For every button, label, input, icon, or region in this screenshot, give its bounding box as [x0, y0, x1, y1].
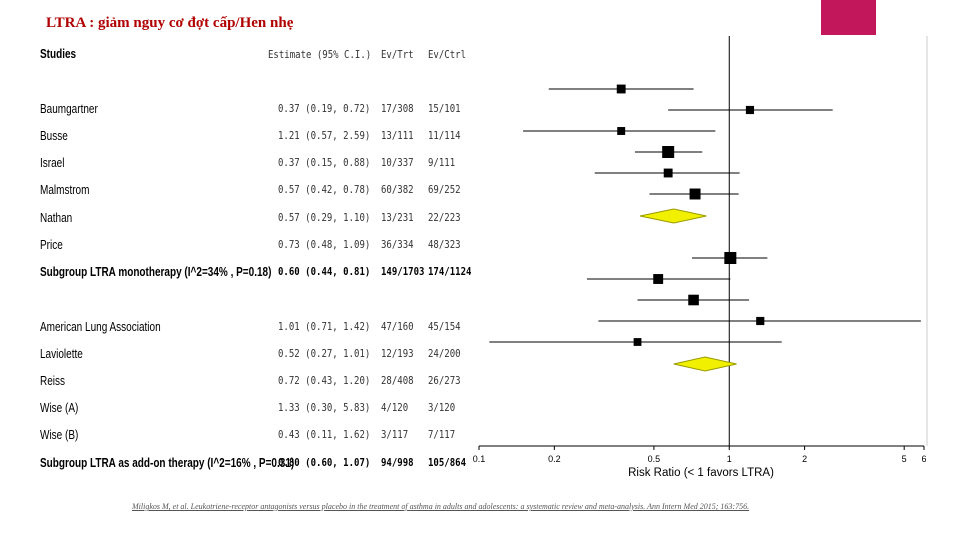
- table-cell-estimate: 0.37 (0.15, 0.88): [278, 156, 371, 169]
- table-cell-ev-ctrl: 105/864: [428, 456, 467, 469]
- table-cell-study: Israel: [40, 156, 65, 170]
- slide-title: LTRA : giảm nguy cơ đợt cấp/Hen nhẹ: [46, 15, 294, 31]
- point-estimate: [756, 316, 765, 326]
- x-axis-label: Risk Ratio (< 1 favors LTRA): [628, 467, 774, 479]
- table-cell-study: Wise (A): [40, 401, 79, 415]
- table-cell-estimate: 0.43 (0.11, 1.62): [278, 428, 371, 441]
- x-tick-label: 1: [727, 454, 732, 464]
- point-estimate: [617, 127, 626, 135]
- table-cell-study: Price: [40, 238, 63, 252]
- x-tick-label: 0.5: [648, 454, 661, 464]
- table-cell-ev-ctrl: 48/323: [428, 238, 461, 251]
- forest-table: Studies Estimate (95% C.I.) Ev/Trt Ev/Ct…: [0, 0, 472, 480]
- table-cell-ev-ctrl: 69/252: [428, 183, 461, 196]
- table-cell-ev-ctrl: 45/154: [428, 320, 461, 333]
- accent-block: [821, 0, 876, 35]
- point-estimate: [663, 168, 673, 178]
- table-cell-ev-ctrl: 3/120: [428, 401, 456, 414]
- table-cell-study: Busse: [40, 129, 68, 143]
- table-cell-study: Wise (B): [40, 428, 79, 442]
- table-cell-ev-ctrl: 24/200: [428, 347, 461, 360]
- table-cell-study: Nathan: [40, 211, 73, 225]
- table-cell-ev-ctrl: 22/223: [428, 211, 461, 224]
- subgroup-diamond: [673, 356, 737, 372]
- table-cell-estimate: 0.80 (0.60, 1.07): [278, 456, 371, 469]
- point-estimate: [689, 188, 701, 200]
- table-cell-ev-ctrl: 7/117: [428, 428, 456, 441]
- table-cell-estimate: 1.01 (0.71, 1.42): [278, 320, 371, 333]
- table-cell-ev-trt: 13/231: [381, 211, 414, 224]
- table-cell-ev-trt: 28/408: [381, 374, 414, 387]
- table-cell-ev-trt: 36/334: [381, 238, 414, 251]
- table-cell-study: Reiss: [40, 374, 66, 388]
- table-cell-estimate: 0.37 (0.19, 0.72): [278, 102, 371, 115]
- table-cell-ev-ctrl: 174/1124: [428, 265, 472, 278]
- table-cell-estimate: 1.21 (0.57, 2.59): [278, 129, 371, 142]
- table-cell-ev-ctrl: 15/101: [428, 102, 461, 115]
- table-cell-ev-trt: 149/1703: [381, 265, 425, 278]
- x-tick-label: 2: [802, 454, 807, 464]
- table-cell-study: Laviolette: [40, 347, 83, 361]
- table-cell-study: American Lung Association: [40, 320, 161, 334]
- table-cell-ev-trt: 47/160: [381, 320, 414, 333]
- table-cell-estimate: 0.60 (0.44, 0.81): [278, 265, 371, 278]
- table-cell-ev-trt: 4/120: [381, 401, 409, 414]
- table-cell-ev-ctrl: 9/111: [428, 156, 456, 169]
- point-estimate: [633, 338, 642, 346]
- table-cell-study: Malmstrom: [40, 183, 90, 197]
- table-cell-study: Subgroup LTRA as add-on therapy (I^2=16%…: [40, 456, 295, 470]
- header-studies: Studies: [40, 47, 77, 61]
- subgroup-diamond: [639, 208, 707, 224]
- x-tick-label: 5: [902, 454, 907, 464]
- table-cell-estimate: 1.33 (0.30, 5.83): [278, 401, 371, 414]
- table-cell-ev-trt: 10/337: [381, 156, 414, 169]
- table-cell-ev-trt: 3/117: [381, 428, 409, 441]
- header-ev-ctrl: Ev/Ctrl: [428, 48, 467, 61]
- x-tick-label: 0.2: [548, 454, 561, 464]
- table-cell-ev-trt: 17/308: [381, 102, 414, 115]
- point-estimate: [688, 294, 699, 306]
- table-cell-estimate: 0.57 (0.29, 1.10): [278, 211, 371, 224]
- point-estimate: [745, 105, 755, 115]
- table-cell-estimate: 0.52 (0.27, 1.01): [278, 347, 371, 360]
- table-cell-ev-ctrl: 11/114: [428, 129, 461, 142]
- table-cell-estimate: 0.57 (0.42, 0.78): [278, 183, 371, 196]
- header-ev-trt: Ev/Trt: [381, 48, 414, 61]
- table-cell-estimate: 0.73 (0.48, 1.09): [278, 238, 371, 251]
- x-tick-label: 6: [921, 454, 926, 464]
- point-estimate: [653, 274, 664, 284]
- table-cell-study: Subgroup LTRA monotherapy (I^2=34% , P=0…: [40, 265, 272, 279]
- header-estimate: Estimate (95% C.I.): [268, 48, 372, 61]
- point-estimate: [724, 252, 737, 264]
- point-estimate: [662, 146, 675, 158]
- x-tick-label: 0.1: [473, 454, 486, 464]
- table-cell-study: Baumgartner: [40, 102, 98, 116]
- table-cell-ev-trt: 13/111: [381, 129, 414, 142]
- point-estimate: [616, 84, 626, 94]
- table-cell-ev-trt: 60/382: [381, 183, 414, 196]
- table-cell-estimate: 0.72 (0.43, 1.20): [278, 374, 371, 387]
- citation: Miligkos M, et al. Leukotriene-receptor …: [132, 502, 750, 511]
- table-cell-ev-trt: 94/998: [381, 456, 414, 469]
- table-cell-ev-trt: 12/193: [381, 347, 414, 360]
- table-cell-ev-ctrl: 26/273: [428, 374, 461, 387]
